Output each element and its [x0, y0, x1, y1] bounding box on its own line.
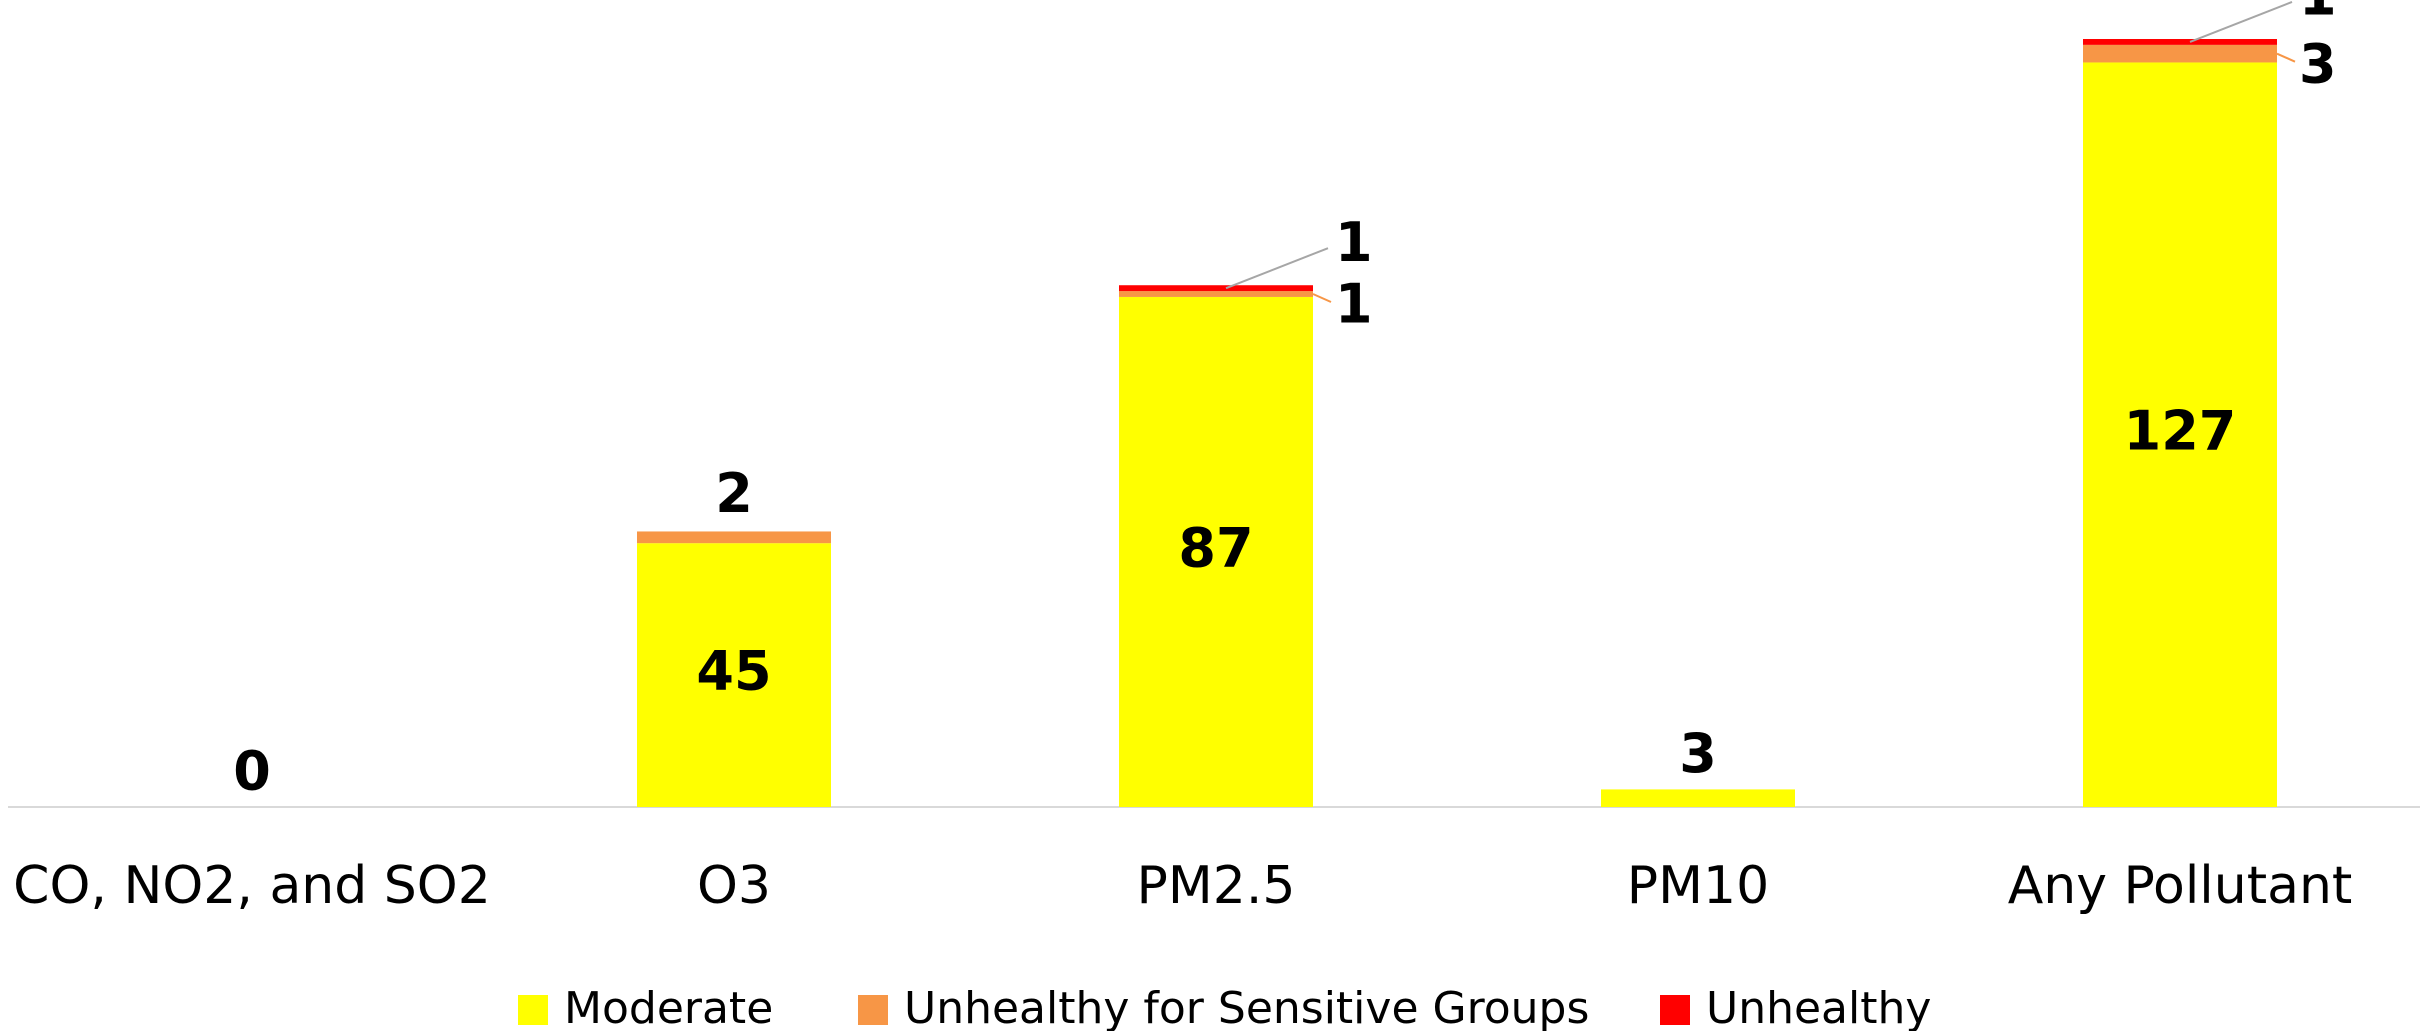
legend-label: Moderate: [564, 983, 773, 1031]
leader-line: [2276, 52, 2296, 63]
bar-segment: [2083, 62, 2277, 808]
bar-segment: [1119, 291, 1313, 297]
bar-segment: [2083, 39, 2277, 45]
data-label: 3: [2299, 32, 2337, 95]
bar-segment: [1119, 285, 1313, 292]
data-label: 45: [696, 640, 771, 703]
leader-line: [1312, 293, 1332, 303]
bar-segment: [637, 543, 831, 807]
bar-segment: [1119, 296, 1313, 807]
x-tick-label: Any Pollutant: [2008, 856, 2353, 916]
data-label: 87: [1178, 517, 1253, 580]
x-tick-label: O3: [697, 856, 771, 916]
x-tick-label: CO, NO2, and SO2: [13, 856, 491, 916]
data-label: 0: [233, 740, 271, 803]
legend-label: Unhealthy for Sensitive Groups: [904, 983, 1589, 1031]
legend-label: Unhealthy: [1706, 983, 1931, 1031]
data-label: 1: [1335, 211, 1373, 274]
data-label: 1: [1335, 273, 1373, 336]
data-label: 3: [1679, 722, 1717, 785]
data-label: 1: [2299, 0, 2337, 28]
legend-swatch: [1660, 995, 1690, 1025]
leader-line: [2189, 1, 2293, 43]
data-label: 2: [715, 462, 753, 525]
legend-swatch: [858, 995, 888, 1025]
bar-segment: [1601, 789, 1795, 807]
x-tick-label: PM2.5: [1137, 856, 1296, 916]
bar-segment: [2083, 44, 2277, 63]
legend-swatch: [518, 995, 548, 1025]
leader-line: [1225, 247, 1329, 290]
bar-segment: [637, 531, 831, 544]
x-tick-label: PM10: [1627, 856, 1769, 916]
data-label: 127: [2124, 399, 2237, 462]
